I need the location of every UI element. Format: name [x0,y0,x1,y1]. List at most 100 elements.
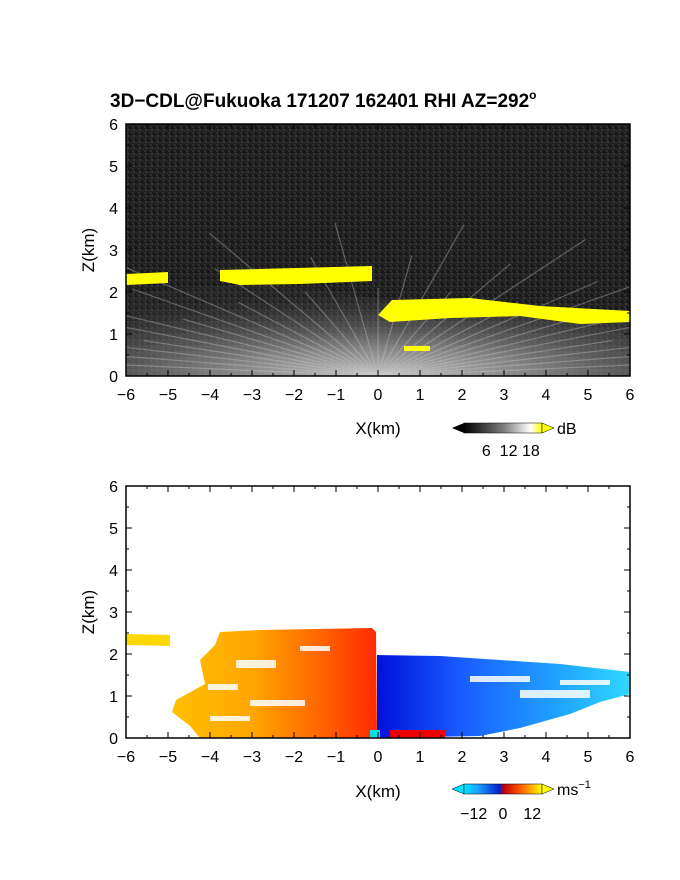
data-gap [208,684,238,690]
velocity-x-axis-label: X(km) [355,782,400,801]
x-tick-label: 2 [458,387,467,404]
y-tick-label: 5 [109,159,118,176]
velocity-y-tick-labels: 0 1 2 3 4 5 6 [109,479,118,748]
velocity-colorbar-unit: ms−1 [557,779,591,799]
beam-ray [377,318,574,376]
y-tick-label: 6 [109,117,118,134]
y-tick-label: 5 [109,521,118,538]
x-tick-label: −4 [201,749,219,766]
data-gap [300,646,330,651]
velocity-receding-flow [377,655,630,738]
beam-ray [377,355,630,376]
y-tick-label: 0 [109,369,118,386]
y-tick-label: 2 [109,285,118,302]
velocity-near-ground-cyan [370,730,380,738]
x-tick-label: −1 [327,749,345,766]
beam-ray [143,339,379,376]
colorbar-tick-label: 12 [523,806,541,823]
cloud-layer-middle [220,266,372,285]
y-tick-label: 6 [109,479,118,496]
cloud-layer-left [126,272,168,285]
data-gap [470,676,530,682]
data-gap [250,700,305,706]
x-tick-label: −5 [159,749,177,766]
chart-title: 3D−CDL@Fukuoka 171207 162401 RHI AZ=292o [110,88,537,112]
x-tick-label: 4 [542,749,551,766]
x-tick-label: −3 [243,387,261,404]
velocity-y-axis-label: Z(km) [79,590,98,634]
cloud-layer-right [378,298,630,324]
beam-ray [126,326,379,376]
colorbar-tick-label: −12 [460,806,487,823]
y-tick-label: 4 [109,201,118,218]
x-tick-label: 3 [500,749,509,766]
backscatter-x-tick-labels: −6 −5 −4 −3 −2 −1 0 1 2 3 4 5 6 [117,387,635,404]
velocity-near-ground-red [390,730,445,738]
beam-ray [377,326,630,376]
velocity-strip-left [126,634,170,646]
data-gap [210,716,250,721]
x-tick-label: −2 [285,749,303,766]
velocity-colorbar-tick-labels: −12 0 12 [460,806,541,823]
x-tick-label: 1 [416,387,425,404]
y-tick-label: 4 [109,563,118,580]
cloud-fragment [404,346,430,351]
colorbar-tick-label: 12 [500,443,518,460]
velocity-approaching-flow [172,628,377,738]
velocity-x-tick-labels: −6 −5 −4 −3 −2 −1 0 1 2 3 4 5 6 [117,749,635,766]
beam-ray [377,339,613,376]
x-tick-label: 0 [374,749,383,766]
x-tick-label: 2 [458,749,467,766]
beam-ray [377,346,630,376]
beam-ray [214,268,379,376]
x-tick-label: 3 [500,387,509,404]
x-tick-label: 1 [416,749,425,766]
beam-ray [304,291,379,376]
y-tick-label: 1 [109,327,118,344]
backscatter-y-tick-labels: 0 1 2 3 4 5 6 [109,117,118,386]
y-tick-label: 0 [109,731,118,748]
velocity-ticks [125,485,631,739]
x-tick-label: −2 [285,387,303,404]
backscatter-ticks [125,123,631,377]
beam-ray [126,346,379,376]
x-tick-label: 6 [626,749,635,766]
y-tick-label: 3 [109,243,118,260]
x-tick-label: 5 [584,749,593,766]
beam-ray [209,232,379,376]
x-tick-label: −6 [117,387,135,404]
backscatter-beam-fan [126,285,630,376]
velocity-colorbar: ms−1 −12 0 12 [451,779,591,823]
colorbar-tick-label: 18 [522,443,540,460]
beam-ray [237,301,379,376]
beam-ray [377,286,630,376]
beam-ray [334,222,379,376]
beam-ray [126,315,379,376]
data-gap [560,680,610,685]
x-tick-label: 0 [374,387,383,404]
x-tick-label: 5 [584,387,593,404]
y-tick-label: 1 [109,689,118,706]
beam-rays [126,222,630,376]
beam-ray [126,355,379,376]
beam-ray [377,263,511,376]
x-tick-label: −5 [159,387,177,404]
x-tick-label: 6 [626,387,635,404]
data-gap [236,660,276,668]
x-tick-label: 4 [542,387,551,404]
beam-ray [182,318,379,376]
x-tick-label: −6 [117,749,135,766]
velocity-gaps [208,646,610,721]
colorbar-tick-label: 0 [499,806,508,823]
beam-ray [132,288,379,376]
y-tick-label: 3 [109,605,118,622]
x-tick-label: −1 [327,387,345,404]
x-tick-label: −4 [201,387,219,404]
backscatter-x-axis-label: X(km) [355,419,400,438]
y-tick-label: 2 [109,647,118,664]
backscatter-colorbar: dB 6 12 18 [452,421,577,460]
colorbar-tick-label: 6 [482,443,491,460]
